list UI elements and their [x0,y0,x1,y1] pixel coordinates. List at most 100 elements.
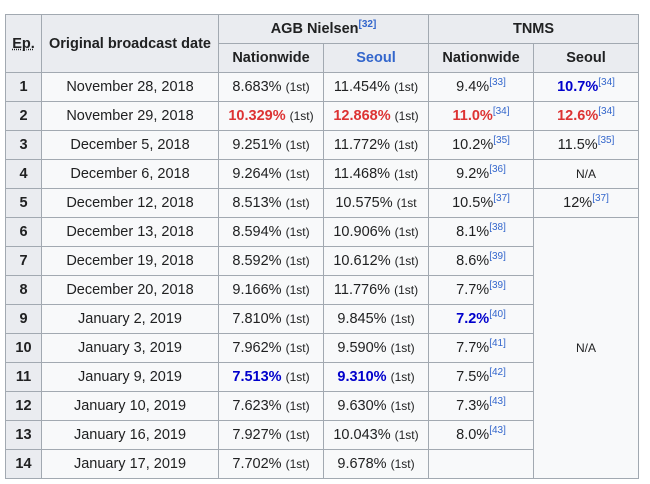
reference-link[interactable]: [43] [489,396,506,408]
date-header: Original broadcast date [41,14,219,73]
rank-label: (1st) [390,312,415,326]
reference-link[interactable]: [35] [597,135,615,147]
agb-seoul-header[interactable]: Seoul [322,43,430,73]
tnms-nationwide-value: 11.0% [452,108,493,124]
broadcast-date: December 6, 2018 [41,159,219,189]
rank-label: (1st) [390,370,415,384]
reference-link[interactable]: [37] [592,193,609,205]
broadcast-date: December 19, 2018 [41,246,219,276]
table-row: 7 December 19, 2018 8.592% (1st) 10.612% (1… [5,246,639,276]
reference-link[interactable]: [36] [489,164,506,176]
agb-nationwide-value: 9.166% [232,282,282,298]
reference-link[interactable]: [39] [489,280,506,292]
tnms-nationwide-cell: 9.2%[36] [428,159,535,189]
agb-seoul-cell: 11.468% (1st) [322,159,430,189]
tnms-seoul-header: Seoul [533,43,640,73]
rank-label: (1st) [285,225,310,239]
tnms-nationwide-cell: 7.7%[39] [428,275,535,305]
tnms-seoul-value: 12.6% [557,108,599,124]
tnms-nationwide-cell: 9.4%[33] [428,72,535,102]
broadcast-date: November 29, 2018 [41,101,219,131]
tnms-seoul-value: 11.5% [557,137,598,153]
reference-link[interactable]: [41] [489,338,506,350]
tnms-nationwide-value: 7.5% [456,369,490,385]
reference-link[interactable]: [43] [489,425,506,437]
tnms-nationwide-cell: 10.2%[35] [428,130,535,160]
rank-label: (1st) [390,399,415,413]
broadcast-date: December 5, 2018 [41,130,219,160]
agb-nationwide-value: 7.702% [232,456,282,472]
agb-nationwide-cell: 8.513% (1st) [218,188,324,218]
broadcast-date: January 17, 2019 [41,449,219,479]
seoul-link[interactable]: Seoul [356,50,396,66]
broadcast-date: December 13, 2018 [41,217,219,247]
rank-label: (1st) [394,254,419,268]
table-row: 13 January 16, 2019 7.927% (1st) 10.043% (1… [5,420,639,450]
rank-label: (1st [396,196,417,210]
episode-number: 7 [5,246,42,276]
agb-seoul-value: 10.043% [333,427,391,443]
reference-link[interactable]: [34] [598,77,615,89]
agb-nationwide-value: 10.329% [228,108,286,124]
episode-number: 10 [5,333,42,363]
rank-label: (1st) [285,370,310,384]
episode-number: 9 [5,304,42,334]
reference-link[interactable]: [42] [489,367,506,379]
agb-nationwide-cell: 7.810% (1st) [218,304,324,334]
agb-seoul-cell: 11.776% (1st) [322,275,430,305]
reference-link[interactable]: [34] [598,106,615,118]
reference-link[interactable]: [40] [489,309,506,321]
reference-link[interactable]: [34] [492,106,510,118]
rank-label: (1st) [289,109,314,123]
reference-link[interactable]: [33] [489,77,506,89]
agb-nationwide-value: 7.962% [232,340,282,356]
agb-seoul-cell: 9.630% (1st) [322,391,430,421]
rank-label: (1st) [394,109,419,123]
tnms-nationwide-value: 9.4% [456,79,490,95]
agb-seoul-value: 10.575% [335,195,393,211]
reference-link[interactable]: [35] [493,135,510,147]
rank-label: (1st) [285,283,310,297]
rank-label: (1st) [394,167,419,181]
agb-seoul-value: 9.630% [337,398,387,414]
agb-seoul-value: 9.845% [337,311,387,327]
agb-seoul-cell: 9.590% (1st) [322,333,430,363]
table-row: 11 January 9, 2019 7.513% (1st) 9.310% (1st… [5,362,639,392]
tnms-seoul-na: N/A [533,217,640,479]
rank-label: (1st) [285,399,310,413]
agb-nationwide-value: 9.251% [232,137,282,153]
tnms-seoul-value: 10.7% [557,79,599,95]
agb-seoul-cell: 11.454% (1st) [322,72,430,102]
agb-nationwide-value: 8.592% [232,253,282,269]
tnms-nationwide-value: 8.1% [456,224,490,240]
agb-seoul-cell: 12.868% (1st) [322,101,430,131]
table-row: 4 December 6, 2018 9.264% (1st) 11.468% (1s… [5,159,640,189]
table-row: 14 January 17, 2019 7.702% (1st) 9.678% (1s… [5,449,639,479]
rank-label: (1st) [285,196,310,210]
agb-seoul-value: 9.590% [337,340,387,356]
tnms-nationwide-cell: 10.5%[37] [428,188,535,218]
agb-seoul-value: 11.454% [333,79,391,95]
agb-nationwide-cell: 8.683% (1st) [218,72,324,102]
reference-link[interactable]: [38] [489,222,506,234]
broadcast-date: December 20, 2018 [41,275,219,305]
agb-nationwide-value: 7.927% [232,427,282,443]
agb-nationwide-value: 8.594% [232,224,282,240]
reference-link[interactable]: [37] [493,193,510,205]
agb-seoul-value: 10.906% [333,224,391,240]
table-row: 2 November 29, 2018 10.329% (1st) 12.868% (… [5,101,640,131]
agb-nationwide-value: 7.623% [232,398,282,414]
ratings-table: Ep. Original broadcast date AGB Nielsen[… [5,14,640,479]
broadcast-date: January 3, 2019 [41,333,219,363]
agb-nationwide-cell: 8.594% (1st) [218,217,324,247]
rank-label: (1st) [285,428,310,442]
reference-link[interactable]: [39] [489,251,506,263]
tnms-seoul-value: 12% [563,195,593,211]
rank-label: (1st) [285,457,310,471]
tnms-nationwide-value: 9.2% [456,166,490,182]
episode-number: 3 [5,130,42,160]
tnms-nationwide-cell: 7.5%[42] [428,362,535,392]
tnms-nationwide-value: 10.5% [452,195,494,211]
rank-label: (1st) [285,80,310,94]
agb-ref-link[interactable]: [32] [358,19,377,31]
